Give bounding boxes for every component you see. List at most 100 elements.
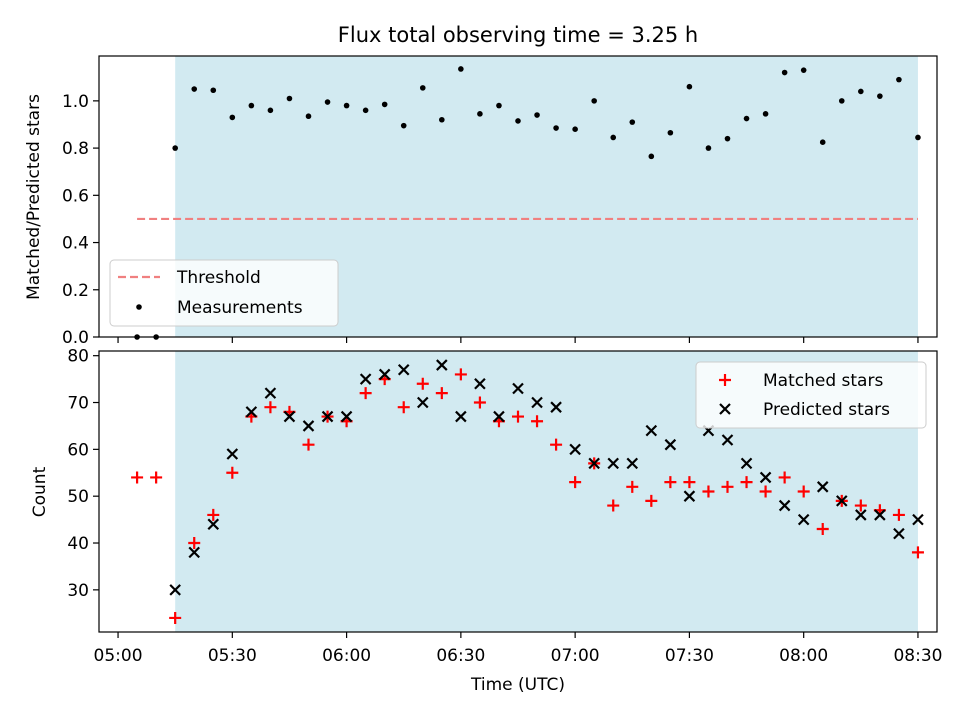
matched-star-point [226, 466, 239, 479]
predicted-star-point [778, 499, 791, 512]
matched-star-point [131, 471, 144, 484]
bottom-x-tick-label: 07:30 [665, 646, 714, 666]
predicted-star-point [797, 513, 810, 526]
measurement-point [248, 102, 255, 109]
bottom-y-tick-label: 50 [67, 487, 89, 507]
bottom-y-tick-label: 80 [67, 347, 89, 367]
predicted-star-point [245, 406, 258, 418]
bottom-x-tick-label: 05:30 [208, 646, 257, 666]
bottom-x-tick-label: 08:00 [779, 646, 828, 666]
bottom-y-tick-label: 70 [67, 394, 89, 414]
measurement-point [324, 99, 331, 105]
bottom-y-ticks: 30 40 50 60 70 80 [67, 347, 99, 601]
matched-star-point [473, 396, 486, 409]
matched-star-point [626, 480, 639, 493]
bottom-panel: 30 40 50 60 70 80 05:00 05:30 06:00 06:30 07:00 07… [30, 347, 942, 695]
matched-legend-label: Matched stars [763, 371, 883, 391]
matched-star-point [169, 611, 182, 624]
matched-star-point [264, 401, 277, 414]
matched-star-point [759, 485, 772, 498]
measurement-point [305, 113, 312, 120]
predicted-star-point [302, 420, 315, 432]
matched-star-point [512, 410, 524, 423]
measurements-legend-label: Measurements [177, 298, 303, 318]
matched-star-point [416, 377, 429, 390]
matched-star-point [435, 387, 448, 400]
predicted-star-point [188, 546, 201, 559]
predicted-star-point [683, 490, 696, 502]
matched-star-point [550, 438, 563, 451]
predicted-star-point [474, 378, 486, 390]
measurement-point [458, 66, 464, 72]
predicted-star-point [359, 373, 372, 385]
predicted-star-point [912, 513, 924, 526]
threshold-legend-label: Threshold [176, 268, 261, 288]
measurement-point [629, 119, 636, 125]
predicted-star-point [169, 584, 181, 596]
matched-star-point [150, 471, 163, 484]
matched-star-point [359, 387, 372, 400]
matched-legend-icon [719, 374, 731, 386]
top-y-tick-label: 0.2 [62, 281, 89, 301]
bottom-x-tick-label: 06:00 [322, 646, 371, 666]
predicted-star-point [455, 410, 467, 423]
bottom-x-ticks: 05:00 05:30 06:00 06:30 07:00 07:30 08:00 08:30 [94, 632, 942, 666]
measurement-point [286, 95, 293, 102]
matched-star-point [531, 415, 544, 428]
predicted-legend-icon [719, 403, 731, 415]
predicted-star-point [397, 363, 410, 376]
top-plot-frame [98, 55, 938, 338]
bottom-y-axis-label: Count [30, 466, 50, 517]
top-y-tick-label: 0.0 [62, 328, 89, 348]
bottom-y-tick-label: 30 [67, 581, 89, 601]
measurement-point [172, 145, 178, 151]
predicted-star-point [207, 518, 220, 531]
predicted-stars-points [169, 359, 924, 596]
matched-star-point [854, 499, 867, 512]
predicted-star-point [607, 457, 620, 470]
measurement-point [819, 139, 826, 145]
measurement-point [191, 86, 198, 92]
predicted-star-point [264, 387, 277, 399]
matched-star-point [816, 522, 829, 535]
measurement-point [210, 87, 217, 94]
matched-star-point [397, 401, 410, 414]
predicted-star-point [816, 481, 829, 493]
predicted-star-point [550, 401, 562, 413]
predicted-star-point [493, 410, 505, 423]
matched-star-point [664, 476, 677, 489]
predicted-star-point [664, 438, 677, 451]
matched-star-point [569, 476, 582, 489]
predicted-star-point [588, 457, 600, 470]
matched-star-point [911, 546, 924, 559]
matched-star-point [721, 480, 734, 493]
matched-star-point [207, 508, 220, 521]
predicted-star-point [378, 368, 391, 381]
matched-star-point [302, 438, 315, 451]
matched-star-point [740, 476, 753, 489]
measurement-point [553, 125, 559, 131]
x-axis-label: Time (UTC) [470, 675, 565, 695]
measurements-legend-icon [136, 304, 142, 310]
predicted-star-point [321, 410, 334, 423]
measurement-point [439, 116, 445, 123]
predicted-star-point [855, 509, 867, 521]
predicted-star-point [512, 382, 524, 395]
top-y-tick-label: 1.0 [62, 92, 89, 112]
predicted-star-point [893, 527, 905, 540]
predicted-star-point [436, 359, 448, 371]
measurement-point [800, 67, 807, 73]
top-y-axis-label: Matched/Predicted stars [24, 94, 44, 300]
predicted-star-point [874, 509, 886, 521]
matched-star-point [607, 499, 620, 512]
top-y-tick-label: 0.4 [62, 234, 89, 254]
measurement-point [572, 126, 578, 133]
measurement-point [781, 69, 788, 76]
predicted-star-point [531, 396, 543, 409]
measurement-point [896, 76, 902, 83]
measurement-point [534, 112, 540, 118]
matched-star-point [778, 471, 791, 484]
measurement-point [858, 88, 864, 95]
measurement-point [362, 107, 369, 114]
measurement-point [610, 134, 617, 141]
